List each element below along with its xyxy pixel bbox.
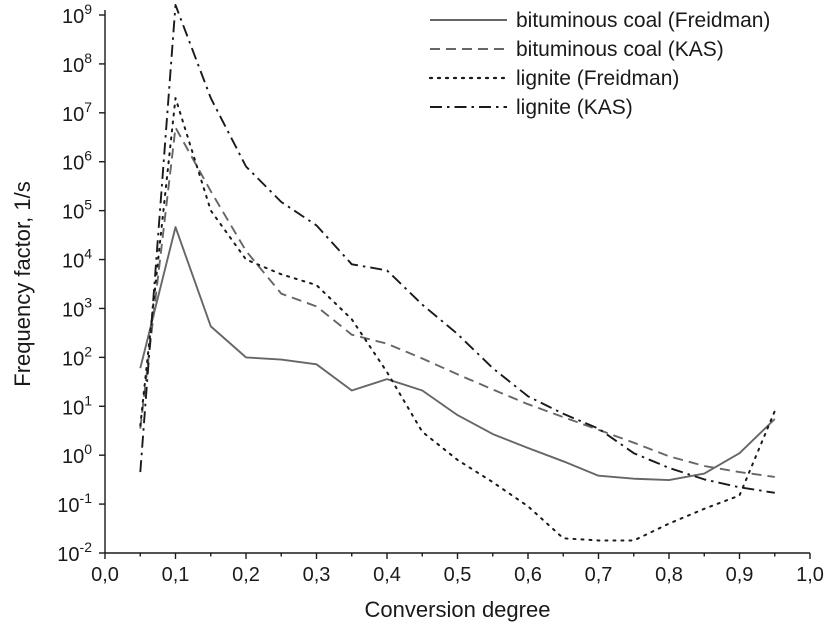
x-axis-title: Conversion degree	[365, 597, 551, 622]
x-tick-label: 0,4	[373, 564, 401, 586]
legend-label-4: lignite (KAS)	[516, 96, 633, 119]
axes: 0,0 0,1 0,2 0,3 0,4 0,5 0,6 0,7 0,8 0,9 1,0 10-2 10-…	[57, 1, 824, 586]
x-tick-label: 0,9	[726, 564, 754, 586]
x-tick-label: 0,8	[655, 564, 683, 586]
y-axis-title: Frequency factor, 1/s	[10, 181, 35, 386]
y-tick-label: 109	[62, 1, 92, 28]
series-lines	[139, 4, 776, 542]
series-line-2	[139, 126, 775, 478]
y-tick-label: 105	[62, 197, 92, 224]
series-line-1	[139, 226, 776, 482]
y-tick-label: 106	[62, 148, 92, 175]
x-tick-label: 0,0	[91, 564, 119, 586]
x-tick-label: 1,0	[796, 564, 824, 586]
y-tick-label: 108	[62, 50, 92, 77]
x-tick-label: 0,7	[585, 564, 613, 586]
y-tick-label: 107	[62, 99, 92, 126]
y-tick-label: 101	[62, 392, 92, 419]
x-tick-label: 0,1	[162, 564, 190, 586]
series-line-4	[139, 4, 775, 494]
series-line-3	[139, 97, 776, 542]
y-tick-label: 102	[62, 343, 92, 370]
x-tick-label: 0,3	[303, 564, 331, 586]
y-tick-label: 10-2	[57, 539, 92, 566]
legend-label-1: bituminous coal (Freidman)	[516, 9, 770, 32]
y-tick-label: 104	[62, 246, 92, 273]
x-tick-label: 0,6	[514, 564, 542, 586]
y-tick-label: 103	[62, 294, 92, 321]
y-tick-label: 100	[62, 441, 92, 468]
legend-label-2: bituminous coal (KAS)	[516, 38, 724, 61]
legend-label-3: lignite (Freidman)	[516, 67, 679, 90]
legend: bituminous coal (Freidman) bituminous coa…	[428, 9, 770, 119]
x-tick-label: 0,5	[444, 564, 472, 586]
x-tick-label: 0,2	[232, 564, 260, 586]
y-tick-label: 10-1	[57, 490, 92, 517]
